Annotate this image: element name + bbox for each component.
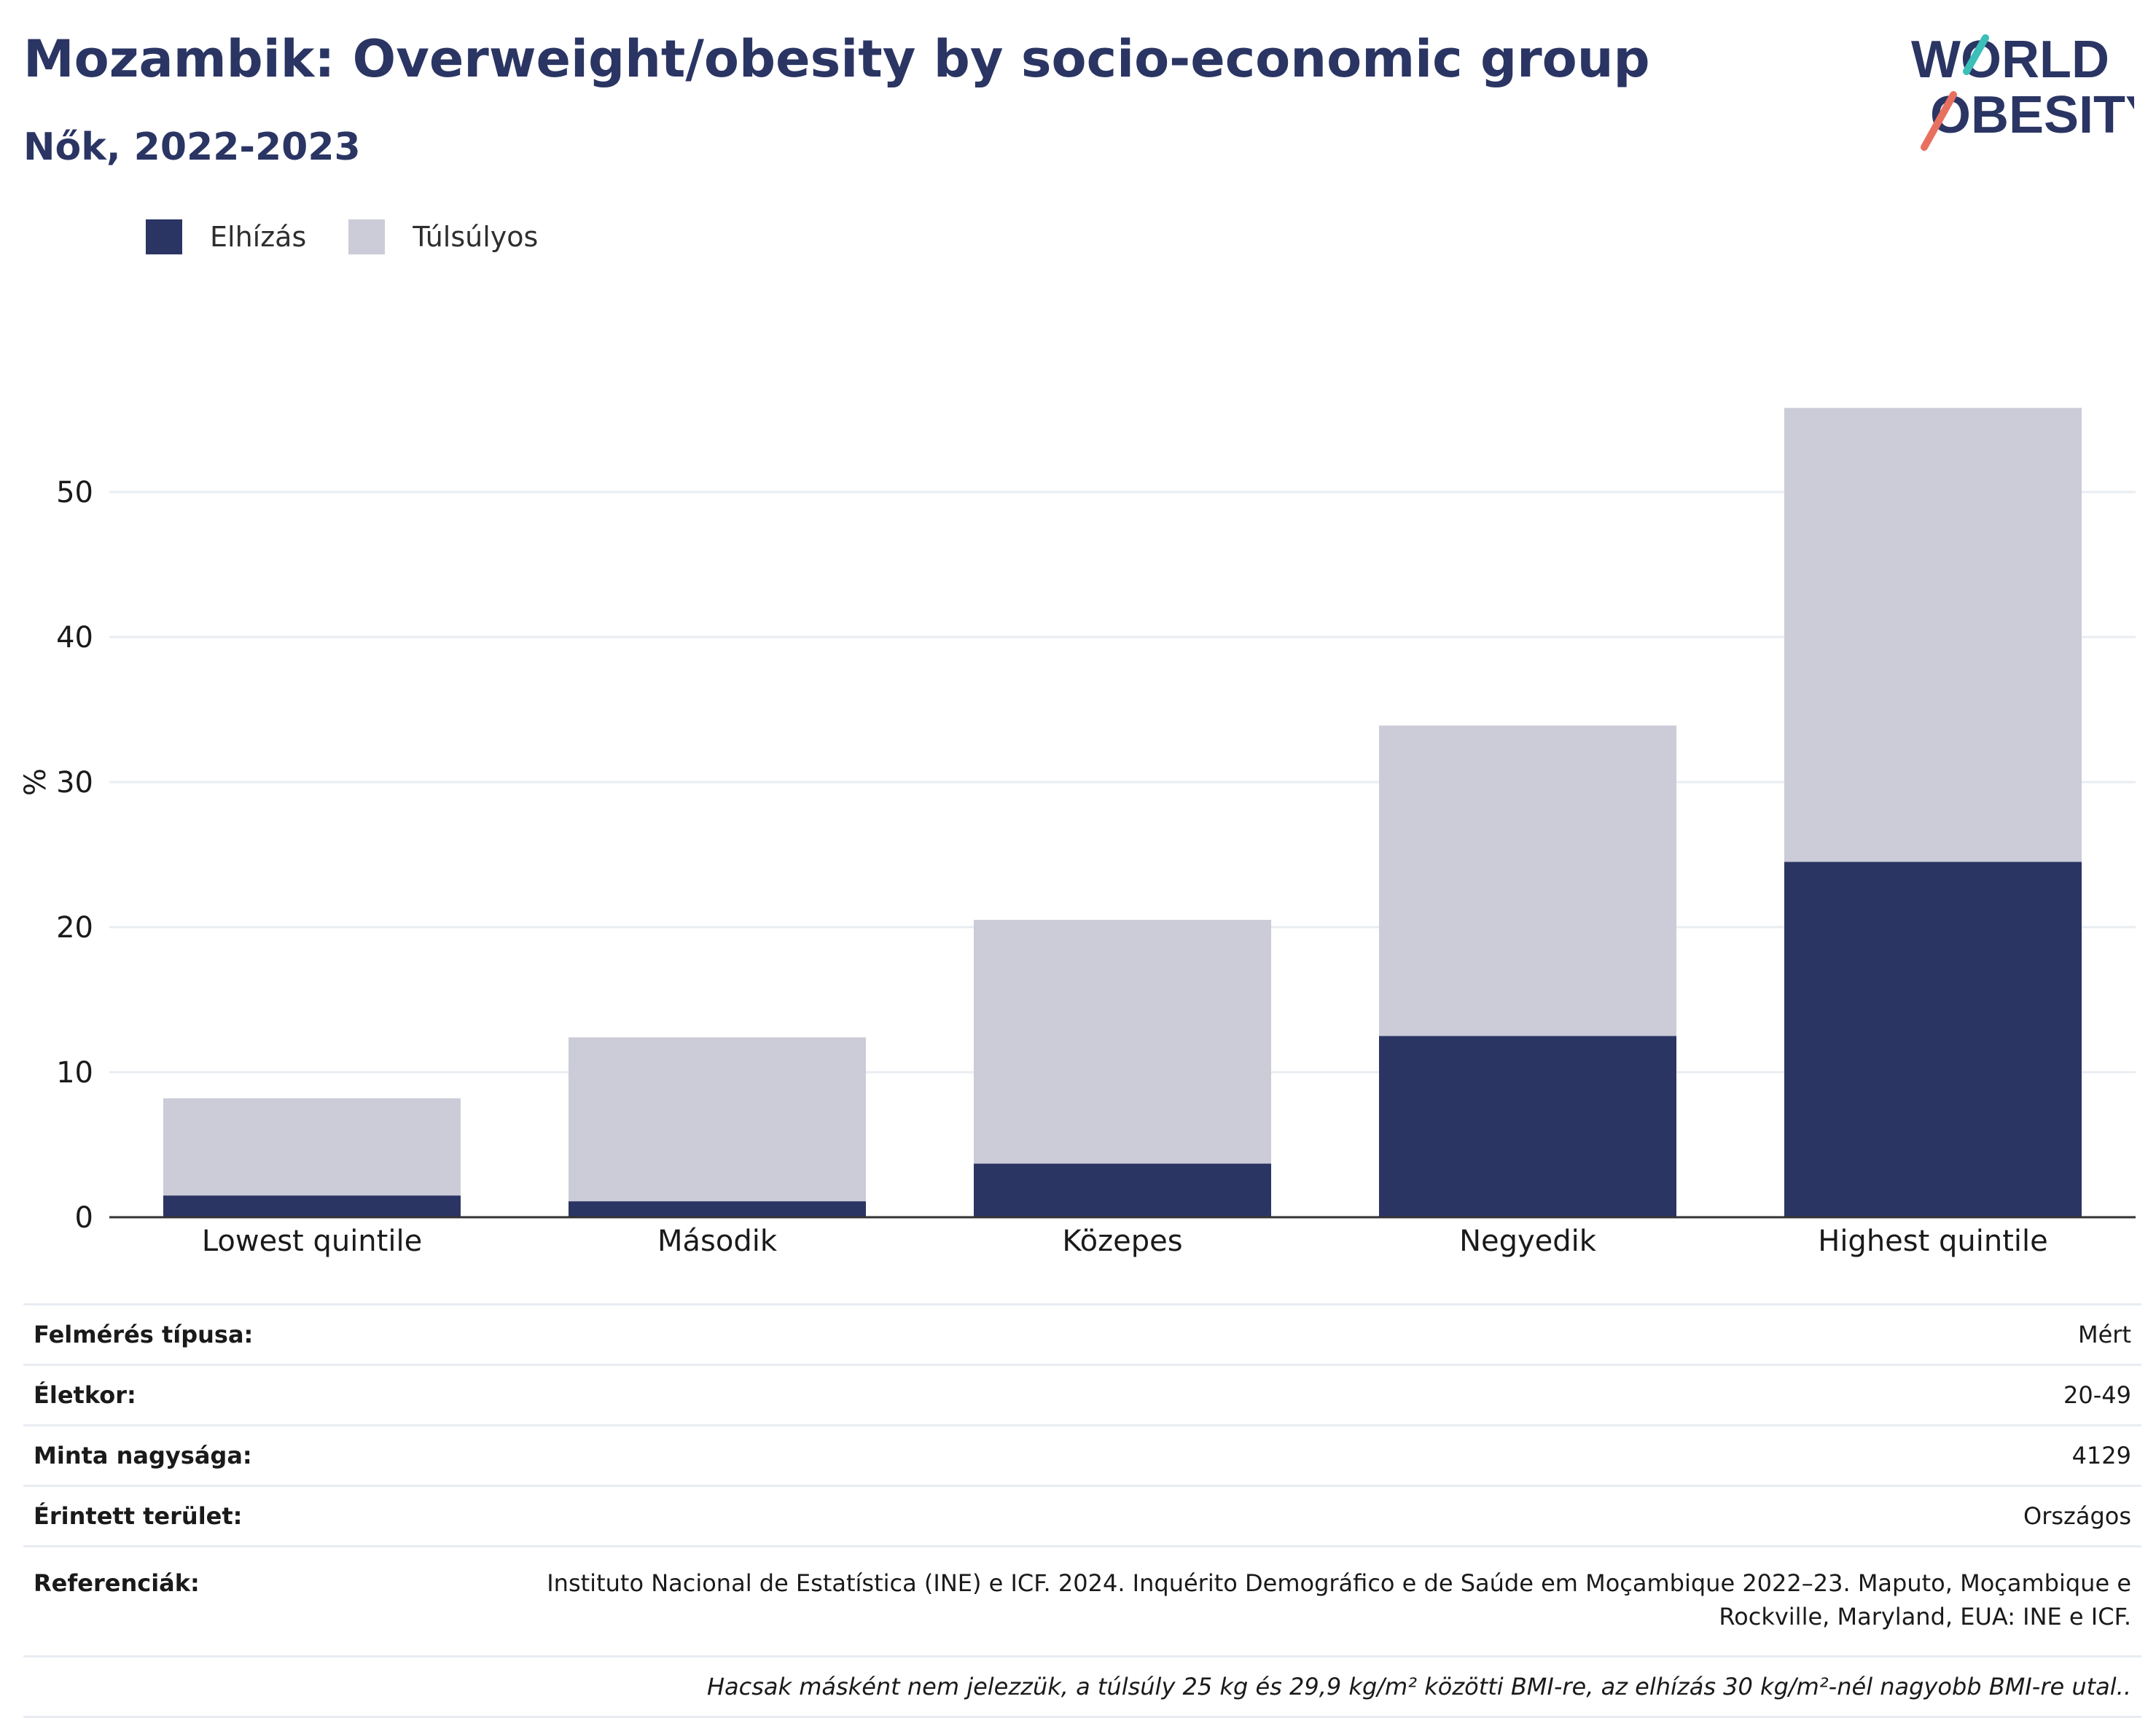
logo-slash-red bbox=[1921, 91, 1957, 151]
footnote: Hacsak másként nem jelezzük, a túlsúly 2… bbox=[23, 1655, 2141, 1718]
y-tick-label: 20 bbox=[56, 911, 93, 945]
legend-label-overweight: Túlsúlyos bbox=[413, 221, 539, 253]
x-tick-label: Lowest quintile bbox=[202, 1225, 422, 1258]
bar-segment-overweight[interactable] bbox=[1379, 725, 1676, 1036]
chart-subtitle: Nők, 2022-2023 bbox=[23, 125, 361, 169]
info-row-age: Életkor: 20-49 bbox=[23, 1364, 2141, 1426]
info-label: Referenciák: bbox=[23, 1545, 510, 1657]
info-row-references: Referenciák: Instituto Nacional de Estat… bbox=[23, 1545, 2141, 1657]
info-label: Felmérés típusa: bbox=[23, 1303, 510, 1365]
bar-segment-obesity[interactable] bbox=[1379, 1036, 1676, 1217]
info-value: Instituto Nacional de Estatística (INE) … bbox=[510, 1545, 2141, 1657]
y-tick-label: 30 bbox=[56, 766, 93, 800]
y-tick-label: 50 bbox=[56, 476, 93, 509]
info-row-area: Érintett terület: Országos bbox=[23, 1485, 2141, 1547]
info-row-sample-size: Minta nagysága: 4129 bbox=[23, 1424, 2141, 1486]
info-row-footnote: Hacsak másként nem jelezzük, a túlsúly 2… bbox=[23, 1655, 2141, 1718]
y-tick-label: 0 bbox=[75, 1201, 93, 1235]
info-label: Életkor: bbox=[23, 1364, 510, 1426]
info-value: 4129 bbox=[510, 1424, 2141, 1486]
info-label: Minta nagysága: bbox=[23, 1424, 510, 1486]
info-row-survey-type: Felmérés típusa: Mért bbox=[23, 1303, 2141, 1365]
x-tick-labels: Lowest quintile Második Közepes Negyedik Hig… bbox=[202, 1225, 2048, 1258]
bar-segment-overweight[interactable] bbox=[1784, 407, 2082, 862]
x-tick-label: Negyedik bbox=[1459, 1225, 1597, 1258]
bar-segment-overweight[interactable] bbox=[974, 920, 1271, 1164]
chart-legend: Elhízás Túlsúlyos bbox=[146, 217, 580, 257]
world-obesity-logo: WORLD OBESITY bbox=[1911, 31, 2134, 151]
bars bbox=[163, 407, 2082, 1217]
bar-segment-overweight[interactable] bbox=[569, 1037, 866, 1202]
legend-swatch-overweight bbox=[348, 219, 386, 254]
x-tick-label: Második bbox=[657, 1225, 778, 1258]
y-tick-labels: 0 10 20 30 40 50 bbox=[56, 476, 93, 1235]
bar-segment-obesity[interactable] bbox=[974, 1163, 1271, 1217]
y-axis-label: % bbox=[19, 768, 52, 796]
x-tick-label: Közepes bbox=[1062, 1225, 1182, 1258]
legend-label-obesity: Elhízás bbox=[210, 221, 307, 253]
info-value: Mért bbox=[510, 1303, 2141, 1365]
bar-segment-obesity[interactable] bbox=[569, 1201, 866, 1217]
logo-line2: OBESITY bbox=[1930, 86, 2134, 144]
chart-title: Mozambik: Overweight/obesity by socio-ec… bbox=[23, 29, 1650, 89]
survey-info-table: Felmérés típusa: Mért Életkor: 20-49 Min… bbox=[23, 1303, 2141, 1718]
legend-item-obesity[interactable]: Elhízás bbox=[146, 219, 306, 254]
bar-segment-overweight[interactable] bbox=[163, 1098, 461, 1196]
stacked-bar-chart: 0 10 20 30 40 50 Lowest quintile Második Közepe… bbox=[19, 407, 2136, 1258]
legend-swatch-obesity bbox=[146, 219, 182, 254]
x-tick-label: Highest quintile bbox=[1818, 1225, 2048, 1258]
legend-item-overweight[interactable]: Túlsúlyos bbox=[348, 219, 538, 254]
y-tick-label: 40 bbox=[56, 621, 93, 655]
logo-line1: WORLD bbox=[1911, 31, 2109, 89]
y-tick-label: 10 bbox=[56, 1056, 93, 1090]
bar-segment-obesity[interactable] bbox=[1784, 862, 2082, 1217]
info-value: Országos bbox=[510, 1485, 2141, 1547]
logo-slash-teal bbox=[1963, 34, 1989, 75]
bar-segment-obesity[interactable] bbox=[163, 1195, 461, 1217]
info-label: Érintett terület: bbox=[23, 1485, 510, 1547]
info-value: 20-49 bbox=[510, 1364, 2141, 1426]
